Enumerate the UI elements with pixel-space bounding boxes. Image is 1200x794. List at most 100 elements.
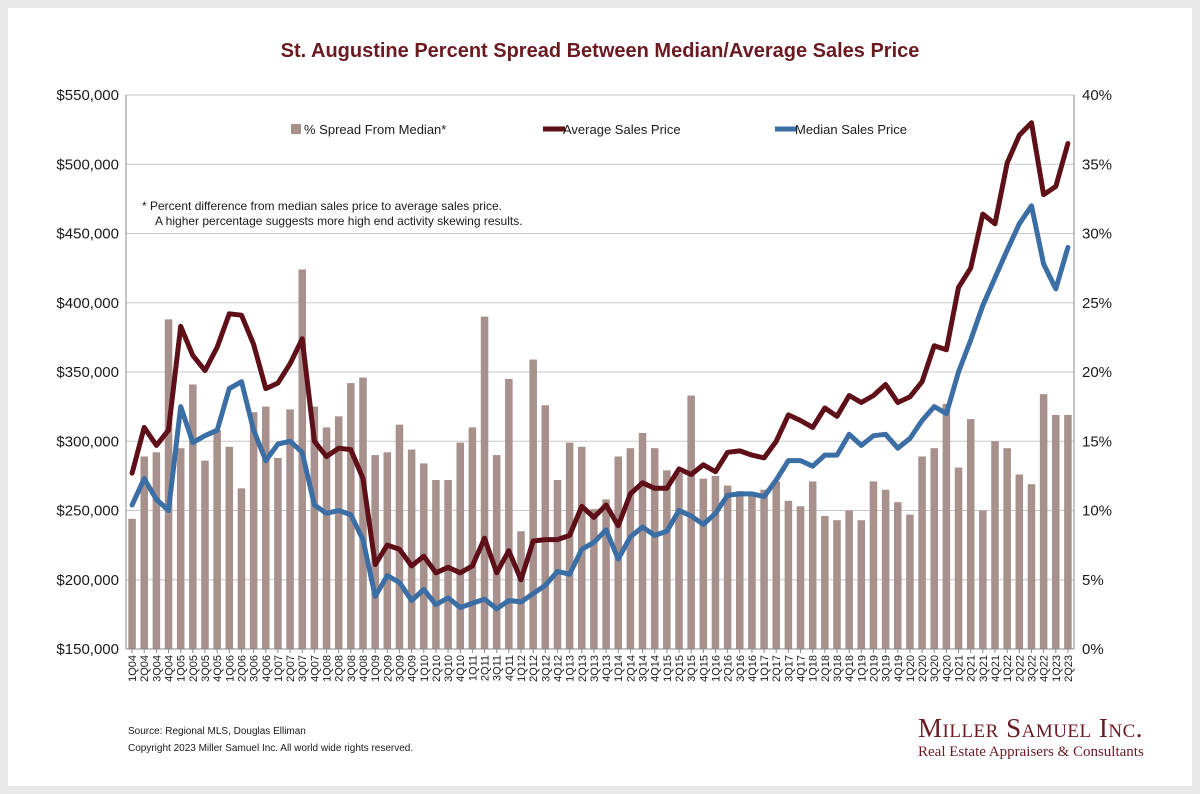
x-tick-label: 2Q15: [674, 655, 686, 682]
bar-spread: [821, 516, 829, 649]
y-left-tick-label: $300,000: [56, 433, 119, 450]
bar-spread: [553, 480, 562, 649]
bar-spread: [262, 406, 270, 649]
x-tick-label: 2Q18: [820, 655, 832, 682]
bar-spread: [954, 467, 963, 649]
axes: $150,000 0% $200,000 5% $250,000 10% $300,000 1…: [56, 87, 1112, 682]
bar-spread: [201, 460, 209, 649]
x-tick-label: 3Q10: [443, 655, 455, 682]
bar-spread: [128, 518, 136, 649]
line-average-sales-price: [129, 120, 1071, 583]
y-left-tick-label: $550,000: [56, 87, 119, 104]
bar-spread: [517, 531, 525, 649]
x-tick-label: 2Q21: [966, 655, 978, 682]
bar-spread: [699, 478, 708, 649]
x-tick-label: 2Q04: [139, 655, 151, 682]
bar-spread: [663, 470, 671, 649]
x-tick-label: 4Q17: [796, 655, 808, 682]
x-tick-label: 3Q08: [346, 655, 358, 682]
y-left-tick-label: $250,000: [56, 503, 119, 520]
bar-spread: [881, 489, 890, 649]
bar-spread: [359, 377, 367, 649]
x-tick-label: 4Q15: [698, 655, 710, 682]
bar-spread: [480, 316, 489, 649]
x-tick-label: 2Q08: [334, 655, 346, 682]
x-tick-label: 1Q07: [273, 655, 285, 682]
y-right-tick-label: 15%: [1082, 433, 1112, 450]
x-tick-label: 4Q06: [261, 655, 273, 682]
bar-spread: [675, 473, 683, 649]
x-tick-label: 1Q15: [662, 655, 674, 682]
x-tick-label: 3Q13: [589, 655, 601, 682]
bar-spread: [748, 493, 756, 649]
bar-spread: [456, 442, 464, 649]
x-tick-label: 2Q05: [188, 655, 200, 682]
x-tick-label: 4Q10: [455, 655, 467, 682]
y-right-tick-label: 40%: [1082, 87, 1112, 104]
x-tick-label: 2Q19: [869, 655, 881, 682]
x-tick-label: 4Q05: [212, 655, 224, 682]
x-tick-label: 3Q12: [540, 655, 552, 682]
x-tick-label: 1Q04: [127, 655, 139, 682]
bar-spread: [274, 457, 282, 649]
x-tick-label: 1Q21: [954, 655, 966, 682]
bar-spread: [857, 520, 866, 649]
x-tick-label: 2Q23: [1063, 655, 1075, 682]
y-right-tick-label: 25%: [1082, 295, 1112, 312]
bar-spread: [602, 499, 610, 649]
bar-spread: [760, 489, 768, 649]
x-tick-label: 3Q09: [395, 655, 407, 682]
y-left-tick-label: $350,000: [56, 364, 119, 381]
x-tick-label: 4Q22: [1039, 655, 1051, 682]
legend-label-average: Average Sales Price: [563, 122, 681, 137]
x-tick-label: 1Q16: [711, 655, 723, 682]
bar-spread: [492, 455, 501, 649]
x-tick-label: 2Q22: [1014, 655, 1026, 682]
y-right-tick-label: 35%: [1082, 156, 1112, 173]
bar-spread: [638, 432, 647, 649]
bar-spread: [189, 384, 197, 649]
x-tick-label: 4Q07: [309, 655, 321, 682]
legend: % Spread From Median* Average Sales Pric…: [291, 122, 907, 137]
logo-company-name: Miller Samuel Inc.: [918, 713, 1144, 743]
x-tick-label: 2Q20: [917, 655, 929, 682]
bar-spread: [541, 405, 550, 649]
x-tick-label: 4Q12: [553, 655, 565, 682]
x-tick-label: 1Q08: [322, 655, 334, 682]
x-tick-label: 3Q21: [978, 655, 990, 682]
legend-label-spread: % Spread From Median*: [304, 122, 446, 137]
x-tick-label: 2Q13: [577, 655, 589, 682]
x-tick-label: 1Q20: [905, 655, 917, 682]
x-tick-label: 3Q04: [151, 655, 163, 682]
bar-spread: [334, 416, 343, 649]
x-tick-label: 4Q21: [990, 655, 1002, 682]
bar-spread: [894, 502, 902, 649]
y-right-tick-label: 5%: [1082, 572, 1104, 589]
y-right-tick-label: 20%: [1082, 364, 1112, 381]
y-left-tick-label: $200,000: [56, 572, 119, 589]
legend-swatch-spread: [291, 124, 301, 134]
x-tick-label: 1Q17: [759, 655, 771, 682]
bar-spread: [930, 448, 938, 649]
y-left-tick-label: $450,000: [56, 226, 119, 243]
bar-spread: [723, 485, 732, 649]
bar-spread: [991, 441, 999, 649]
x-tick-label: 4Q11: [504, 655, 516, 681]
bar-spread: [310, 406, 319, 649]
bar-spread: [140, 456, 148, 649]
bar-spread: [979, 510, 987, 649]
y-right-tick-label: 0%: [1082, 641, 1104, 658]
bar-spread: [249, 412, 258, 649]
source-text: Source: Regional MLS, Douglas Elliman: [128, 726, 306, 737]
x-tick-label: 4Q19: [893, 655, 905, 682]
x-tick-label: 2Q11: [480, 655, 492, 681]
bar-spread: [286, 409, 294, 649]
y-left-tick-label: $150,000: [56, 641, 119, 658]
note-line-1: * Percent difference from median sales p…: [142, 199, 502, 213]
bar-spread: [869, 481, 878, 649]
x-tick-label: 3Q18: [832, 655, 844, 682]
bar-spread: [650, 448, 659, 649]
x-tick-label: 3Q05: [200, 655, 212, 682]
x-tick-label: 1Q14: [613, 655, 625, 682]
x-tick-label: 1Q18: [808, 655, 820, 682]
